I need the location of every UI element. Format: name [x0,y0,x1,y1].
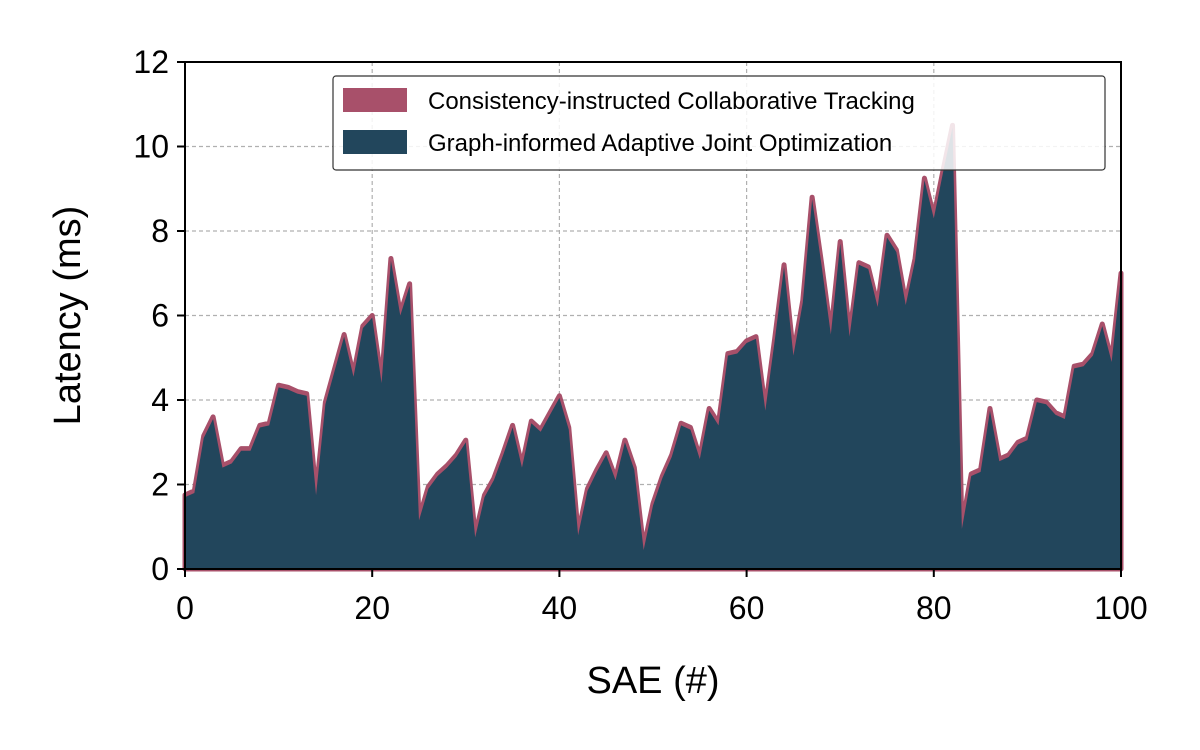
y-tick-label: 0 [151,551,169,587]
y-tick-label: 6 [151,298,169,334]
y-tick-label: 4 [151,382,169,418]
y-axis-ticks: 0 2 4 6 8 10 12 [133,44,185,587]
x-tick-label: 0 [176,590,194,626]
x-tick-label: 40 [542,590,578,626]
series-area-graph [185,127,1121,570]
y-axis-label: Latency (ms) [47,206,89,426]
x-tick-label: 80 [916,590,952,626]
y-tick-label: 10 [133,129,169,165]
x-tick-label: 100 [1094,590,1147,626]
x-tick-label: 20 [354,590,390,626]
legend-entry-graph: Graph-informed Adaptive Joint Optimizati… [428,130,892,157]
legend: Consistency-instructed Collaborative Tra… [332,75,1106,171]
x-axis-label: SAE (#) [586,660,719,702]
legend-entry-consistency: Consistency-instructed Collaborative Tra… [428,88,915,115]
legend-box [332,75,1106,171]
y-tick-label: 12 [133,44,169,80]
series-areas [182,122,1124,572]
x-tick-label: 60 [729,590,765,626]
x-axis-ticks: 0 20 40 60 80 100 [176,569,1148,626]
y-tick-label: 8 [151,213,169,249]
legend-swatch-consistency [343,88,407,112]
y-tick-label: 2 [151,467,169,503]
legend-swatch-graph [343,130,407,154]
